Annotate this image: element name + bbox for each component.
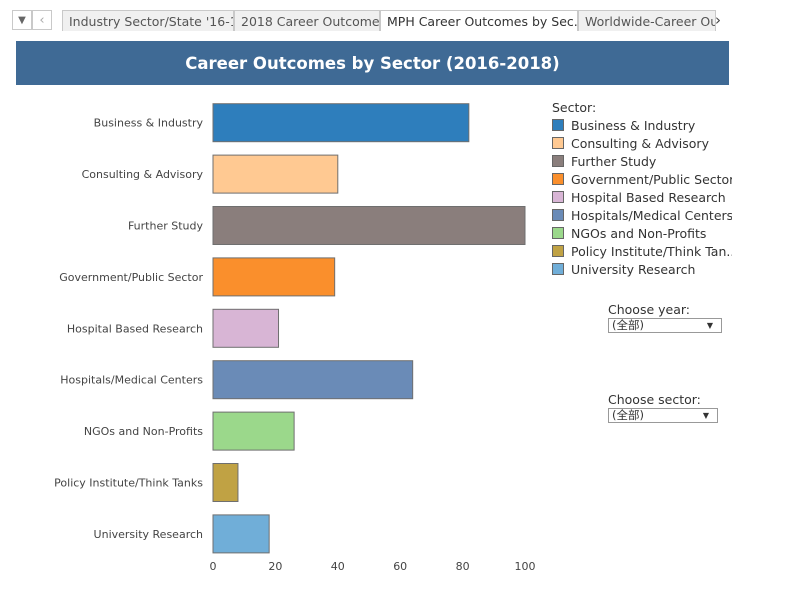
legend-swatch — [552, 263, 564, 275]
legend-title: Sector: — [552, 100, 597, 115]
category-label: Hospital Based Research — [67, 322, 203, 335]
legend-item[interactable]: Hospital Based Research — [552, 188, 732, 206]
tab-industry-sector-state[interactable]: Industry Sector/State '16-18 — [62, 10, 234, 31]
dashboard-title: Career Outcomes by Sector (2016-2018) — [185, 53, 560, 73]
legend-item[interactable]: Consulting & Advisory — [552, 134, 732, 152]
legend-item[interactable]: Business & Industry — [552, 116, 732, 134]
bar[interactable] — [212, 103, 470, 143]
caret-down-icon: ▼ — [702, 411, 709, 420]
legend-swatch — [552, 137, 564, 149]
legend-swatch — [552, 173, 564, 185]
legend-label: NGOs and Non-Profits — [571, 225, 707, 241]
legend-item[interactable]: NGOs and Non-Profits — [552, 224, 732, 242]
legend-label: Business & Industry — [571, 117, 696, 133]
chevron-left-icon: ‹ — [39, 12, 45, 28]
tab-2018-career-outcomes[interactable]: 2018 Career Outcomes — [234, 10, 380, 31]
year-filter-label: Choose year: — [608, 302, 691, 317]
sector-filter: Choose sector: (全部) ▼ — [608, 392, 718, 423]
legend-label: University Research — [571, 261, 696, 277]
category-label: Further Study — [128, 220, 204, 233]
legend-label: Policy Institute/Think Tan... — [571, 243, 732, 259]
tab-worldwide-career-outcomes[interactable]: Worldwide-Career Ou — [578, 10, 716, 31]
legend-swatch — [552, 155, 564, 167]
legend-swatch — [552, 209, 564, 221]
chevron-right-icon: › — [715, 11, 721, 29]
category-label: Consulting & Advisory — [82, 168, 204, 181]
legend-swatch — [552, 191, 564, 203]
x-tick-label: 20 — [268, 560, 282, 573]
category-label: Hospitals/Medical Centers — [60, 374, 203, 387]
category-label: Government/Public Sector — [59, 271, 203, 284]
legend-swatch — [552, 227, 564, 239]
year-filter: Choose year: (全部) ▼ — [608, 302, 722, 333]
bar[interactable] — [212, 514, 270, 554]
caret-down-icon: ▼ — [706, 321, 713, 330]
tab-scroll-left-button[interactable]: ‹ — [32, 10, 52, 30]
dashboard-title-banner: Career Outcomes by Sector (2016-2018) — [16, 41, 729, 85]
legend-item[interactable]: Government/Public Sector — [552, 170, 732, 188]
legend-item[interactable]: Hospitals/Medical Centers — [552, 206, 732, 224]
x-tick-label: 40 — [331, 560, 345, 573]
bar[interactable] — [212, 308, 280, 348]
sector-select[interactable]: (全部) ▼ — [608, 408, 718, 423]
category-label: Policy Institute/Think Tanks — [54, 477, 203, 490]
x-tick-label: 60 — [393, 560, 407, 573]
x-tick-label: 0 — [210, 560, 217, 573]
caret-down-icon: ▼ — [18, 14, 26, 26]
legend-swatch — [552, 119, 564, 131]
category-label: University Research — [94, 528, 203, 541]
bar[interactable] — [212, 463, 239, 502]
sector-legend: Sector: Business & Industry Consulting & … — [552, 100, 732, 278]
x-tick-label: 80 — [456, 560, 470, 573]
year-select-value: (全部) — [612, 318, 644, 332]
bar[interactable] — [212, 360, 414, 400]
bar[interactable] — [212, 411, 295, 451]
legend-item[interactable]: Further Study — [552, 152, 732, 170]
bar[interactable] — [212, 154, 339, 194]
tab-bar: ▼ ‹ Industry Sector/State '16-18 2018 Ca… — [12, 10, 732, 31]
tab-menu-dropdown-button[interactable]: ▼ — [12, 10, 32, 30]
legend-label: Further Study — [571, 153, 657, 169]
legend-item[interactable]: Policy Institute/Think Tan... — [552, 242, 732, 260]
category-label: NGOs and Non-Profits — [84, 425, 203, 438]
tab-mph-career-outcomes[interactable]: MPH Career Outcomes by Sec... — [380, 10, 578, 31]
legend-label: Hospitals/Medical Centers — [571, 207, 732, 223]
tab-scroll-right-button[interactable]: › — [708, 10, 728, 30]
legend-label: Hospital Based Research — [571, 189, 726, 205]
legend-label: Consulting & Advisory — [571, 135, 709, 151]
x-tick-label: 100 — [515, 560, 536, 573]
bar[interactable] — [212, 257, 336, 297]
legend-item[interactable]: University Research — [552, 260, 732, 278]
legend-label: Government/Public Sector — [571, 171, 732, 187]
category-label: Business & Industry — [94, 117, 204, 130]
sector-filter-label: Choose sector: — [608, 392, 701, 407]
legend-swatch — [552, 245, 564, 257]
year-select[interactable]: (全部) ▼ — [608, 318, 722, 333]
bar[interactable] — [212, 206, 526, 245]
sector-select-value: (全部) — [612, 408, 644, 422]
